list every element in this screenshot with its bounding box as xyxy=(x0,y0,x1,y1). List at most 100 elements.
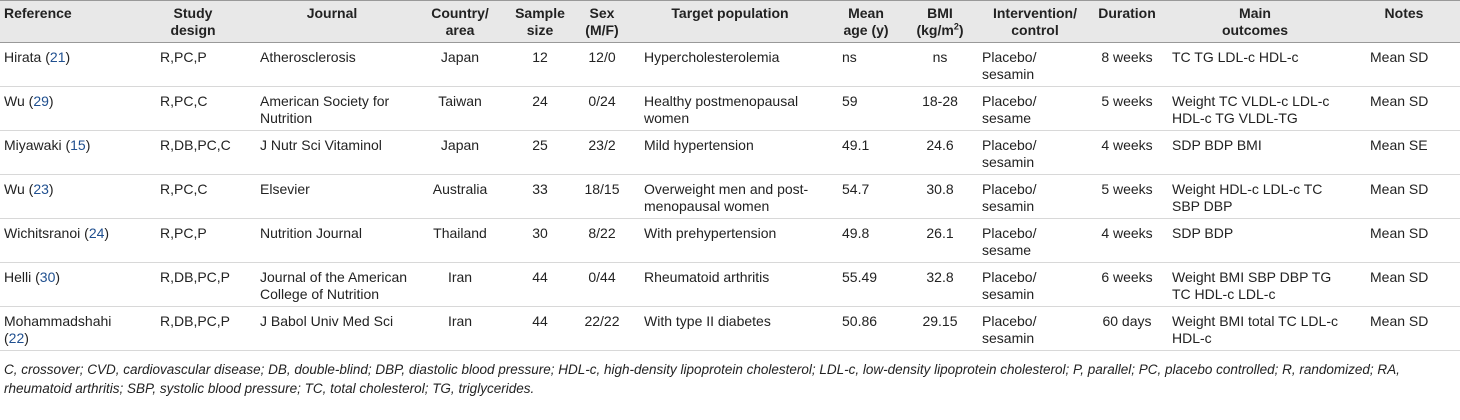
cell-journal: Journal of the American College of Nutri… xyxy=(250,262,414,307)
cell-notes: Mean SD xyxy=(1348,262,1460,307)
cell-bmi: 18-28 xyxy=(902,86,978,131)
citation-link[interactable]: 15 xyxy=(70,137,86,153)
header-target-population: Target population xyxy=(630,0,830,43)
cell-population: Hypercholesterolemia xyxy=(630,42,830,87)
header-country: Country/area xyxy=(414,0,506,43)
cell-bmi: ns xyxy=(902,42,978,87)
author-name: Miyawaki xyxy=(4,137,62,153)
author-name: Wu xyxy=(4,181,25,197)
cell-intervention: Placebo/ sesame xyxy=(978,86,1092,131)
cell-journal: Elsevier xyxy=(250,174,414,219)
author-name: Wu xyxy=(4,93,25,109)
cell-journal: Atherosclerosis xyxy=(250,42,414,87)
cell-design: R,DB,PC,P xyxy=(136,262,250,307)
header-sex: Sex (M/F) xyxy=(574,0,630,43)
cell-population: With prehypertension xyxy=(630,218,830,263)
table-row: Helli (30) R,DB,PC,P Journal of the Americ… xyxy=(0,262,1460,307)
cell-sex: 12/0 xyxy=(574,42,630,87)
cell-reference: Miyawaki (15) xyxy=(0,130,136,175)
cell-notes: Mean SD xyxy=(1348,86,1460,131)
cell-age: ns xyxy=(830,42,902,87)
cell-sample: 30 xyxy=(506,218,574,263)
header-sample-size: Sample size xyxy=(506,0,574,43)
cell-design: R,DB,PC,C xyxy=(136,130,250,175)
cell-country: Thailand xyxy=(414,218,506,263)
cell-country: Iran xyxy=(414,262,506,307)
cell-sample: 44 xyxy=(506,262,574,307)
author-name: Hirata xyxy=(4,49,42,65)
header-mean-age: Mean age (y) xyxy=(830,0,902,43)
cell-reference: Wu (23) xyxy=(0,174,136,219)
cell-notes: Mean SD xyxy=(1348,218,1460,263)
cell-reference: Wu (29) xyxy=(0,86,136,131)
table-row: Mohammadshahi (22) R,DB,PC,P J Babol Univ … xyxy=(0,306,1460,351)
cell-design: R,DB,PC,P xyxy=(136,306,250,351)
cell-age: 54.7 xyxy=(830,174,902,219)
cell-reference: Mohammadshahi (22) xyxy=(0,306,136,351)
author-name: Helli xyxy=(4,269,32,285)
header-intervention: Intervention/control xyxy=(978,0,1092,43)
cell-sex: 8/22 xyxy=(574,218,630,263)
cell-sex: 22/22 xyxy=(574,306,630,351)
citation-link[interactable]: 21 xyxy=(49,49,66,65)
header-journal: Journal xyxy=(250,0,414,43)
cell-population: With type II diabetes xyxy=(630,306,830,351)
cell-sample: 12 xyxy=(506,42,574,87)
table-row: Miyawaki (15) R,DB,PC,C J Nutr Sci Vitamin… xyxy=(0,130,1460,175)
citation-link[interactable]: 24 xyxy=(88,225,105,241)
cell-country: Iran xyxy=(414,306,506,351)
cell-intervention: Placebo/ sesamin xyxy=(978,306,1092,351)
header-bmi: BMI (kg/m2) xyxy=(902,0,978,43)
cell-bmi: 30.8 xyxy=(902,174,978,219)
table-row: Hirata (21) R,PC,P Atherosclerosis Japan 12 1… xyxy=(0,42,1460,87)
cell-sex: 23/2 xyxy=(574,130,630,175)
cell-outcomes: Weight BMI total TC LDL-c HDL-c xyxy=(1162,306,1348,351)
citation-link[interactable]: 23 xyxy=(33,181,49,197)
cell-sex: 18/15 xyxy=(574,174,630,219)
cell-duration: 60 days xyxy=(1092,306,1162,351)
citation-link[interactable]: 29 xyxy=(33,93,49,109)
cell-age: 59 xyxy=(830,86,902,131)
cell-outcomes: SDP BDP BMI xyxy=(1162,130,1348,175)
cell-bmi: 32.8 xyxy=(902,262,978,307)
header-row: Reference Study design Journal Country/ar… xyxy=(0,0,1460,43)
cell-intervention: Placebo/ sesamin xyxy=(978,262,1092,307)
cell-reference: Wichitsranoi (24) xyxy=(0,218,136,263)
cell-duration: 5 weeks xyxy=(1092,86,1162,131)
cell-population: Healthy postmenopausal women xyxy=(630,86,830,131)
cell-notes: Mean SD xyxy=(1348,42,1460,87)
citation-link[interactable]: 22 xyxy=(8,330,25,346)
header-reference: Reference xyxy=(0,0,136,43)
cell-design: R,PC,C xyxy=(136,86,250,131)
cell-bmi: 26.1 xyxy=(902,218,978,263)
cell-design: R,PC,P xyxy=(136,218,250,263)
cell-duration: 4 weeks xyxy=(1092,218,1162,263)
cell-outcomes: Weight BMI SBP DBP TG TC HDL-c LDL-c xyxy=(1162,262,1348,307)
cell-sample: 33 xyxy=(506,174,574,219)
cell-sample: 44 xyxy=(506,306,574,351)
cell-sex: 0/44 xyxy=(574,262,630,307)
cell-age: 49.8 xyxy=(830,218,902,263)
cell-journal: American Society for Nutrition xyxy=(250,86,414,131)
author-name: Mohammadshahi xyxy=(4,313,112,329)
cell-notes: Mean SD xyxy=(1348,306,1460,351)
table-footnote: C, crossover; CVD, cardiovascular diseas… xyxy=(4,362,1400,396)
cell-bmi: 24.6 xyxy=(902,130,978,175)
studies-table: Reference Study design Journal Country/ar… xyxy=(0,0,1460,351)
cell-outcomes: Weight TC VLDL-c LDL-c HDL-c TG VLDL-TG xyxy=(1162,86,1348,131)
cell-age: 50.86 xyxy=(830,306,902,351)
cell-outcomes: TC TG LDL-c HDL-c xyxy=(1162,42,1348,87)
header-duration: Duration xyxy=(1092,0,1162,43)
cell-outcomes: SDP BDP xyxy=(1162,218,1348,263)
citation-link[interactable]: 30 xyxy=(39,269,56,285)
cell-journal: Nutrition Journal xyxy=(250,218,414,263)
cell-age: 55.49 xyxy=(830,262,902,307)
cell-intervention: Placebo/ sesamin xyxy=(978,174,1092,219)
cell-intervention: Placebo/ sesamin xyxy=(978,42,1092,87)
cell-design: R,PC,P xyxy=(136,42,250,87)
cell-country: Japan xyxy=(414,42,506,87)
cell-duration: 4 weeks xyxy=(1092,130,1162,175)
cell-journal: J Nutr Sci Vitaminol xyxy=(250,130,414,175)
cell-design: R,PC,C xyxy=(136,174,250,219)
